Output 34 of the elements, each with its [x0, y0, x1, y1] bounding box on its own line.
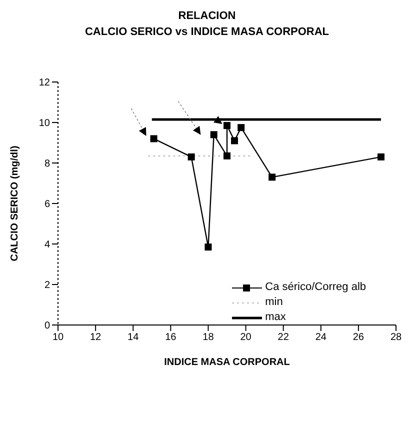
point [150, 135, 158, 142]
point [268, 174, 276, 181]
x-tick-label: 14 [128, 332, 140, 344]
legend-label: min [265, 295, 283, 310]
y-tick-label: 8 [44, 158, 50, 170]
point [204, 244, 212, 251]
x-tick-label: 22 [278, 332, 290, 344]
point [188, 153, 195, 160]
y-tick-label: 2 [44, 280, 50, 292]
x-tick-label: 12 [90, 332, 102, 344]
x-tick-label: 26 [352, 332, 364, 344]
y-tick-label: 12 [38, 78, 50, 89]
x-tick-label: 20 [240, 332, 252, 344]
chart-subtitle: CALCIO SERICO vs INDICE MASA CORPORAL [84, 25, 330, 40]
y-axis-title: CALCIO SERICO (mg/dl) [10, 146, 21, 262]
x-axis-title: INDICE MASA CORPORAL [164, 357, 290, 368]
x-tick-label: 10 [52, 332, 64, 344]
point [238, 124, 245, 132]
y-tick-label: 10 [38, 118, 50, 130]
chart-title: RELACION [177, 9, 237, 24]
point [224, 122, 230, 130]
point [231, 137, 238, 144]
x-tick-label: 18 [202, 332, 214, 344]
point [377, 153, 384, 160]
y-tick-label: 0 [44, 320, 50, 332]
y-tick-label: 4 [44, 240, 50, 251]
point [210, 131, 218, 138]
legend-label: max [265, 310, 286, 325]
y-tick-label: 6 [44, 199, 50, 210]
x-tick-label: 16 [165, 332, 177, 344]
legend-label: Ca sérico/Correg alb [265, 280, 366, 295]
x-tick-label: 24 [315, 332, 327, 344]
x-tick-label: 28 [390, 332, 402, 344]
point [224, 152, 230, 160]
